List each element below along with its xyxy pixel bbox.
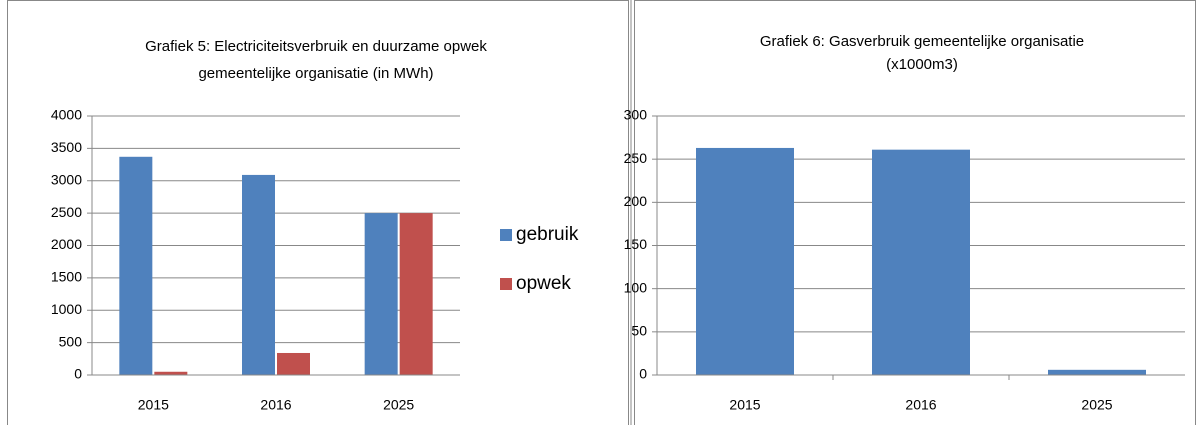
title-line: (x1000m3) — [886, 56, 958, 73]
chart-title: Grafiek 5: Electriciteitsverbruik en duu… — [145, 38, 487, 82]
y-tick-label: 3500 — [51, 139, 82, 155]
bar — [119, 156, 153, 375]
bar — [277, 352, 310, 375]
x-tick-label: 2015 — [138, 397, 169, 413]
title-line: Grafiek 6: Gasverbruik gemeentelijke org… — [760, 33, 1084, 50]
y-tick-label: 150 — [624, 236, 648, 252]
y-tick-label: 300 — [624, 107, 648, 123]
y-tick-label: 2000 — [51, 236, 82, 252]
x-tick-label: 2025 — [1081, 397, 1112, 413]
bar — [1048, 369, 1146, 375]
legend-swatch — [500, 229, 512, 241]
x-tick-label: 2016 — [260, 397, 291, 413]
legend-label: opwek — [516, 273, 571, 294]
bar — [696, 147, 794, 375]
chart-title: Grafiek 6: Gasverbruik gemeentelijke org… — [760, 33, 1084, 73]
y-tick-label: 2500 — [51, 204, 82, 220]
x-tick-label: 2025 — [383, 397, 414, 413]
bar — [242, 174, 275, 375]
y-tick-label: 3000 — [51, 171, 82, 187]
bar — [399, 213, 433, 375]
bar — [872, 149, 970, 375]
title-line: Grafiek 5: Electriciteitsverbruik en duu… — [145, 38, 487, 55]
x-tick-label: 2016 — [905, 397, 936, 413]
y-tick-label: 50 — [631, 323, 647, 339]
y-tick-label: 1500 — [51, 269, 82, 285]
y-tick-label: 0 — [639, 366, 647, 382]
y-tick-label: 250 — [624, 150, 648, 166]
x-tick-label: 2015 — [729, 397, 760, 413]
y-tick-label: 4000 — [51, 107, 82, 123]
title-line: gemeentelijke organisatie (in MWh) — [198, 65, 433, 82]
y-tick-label: 200 — [624, 193, 648, 209]
y-tick-label: 1000 — [51, 301, 82, 317]
y-tick-label: 100 — [624, 279, 648, 295]
bar — [154, 371, 188, 375]
legend-label: gebruik — [516, 224, 579, 245]
y-tick-label: 500 — [59, 333, 83, 349]
bar — [364, 213, 398, 375]
y-tick-label: 0 — [74, 366, 82, 382]
legend-swatch — [500, 278, 512, 290]
